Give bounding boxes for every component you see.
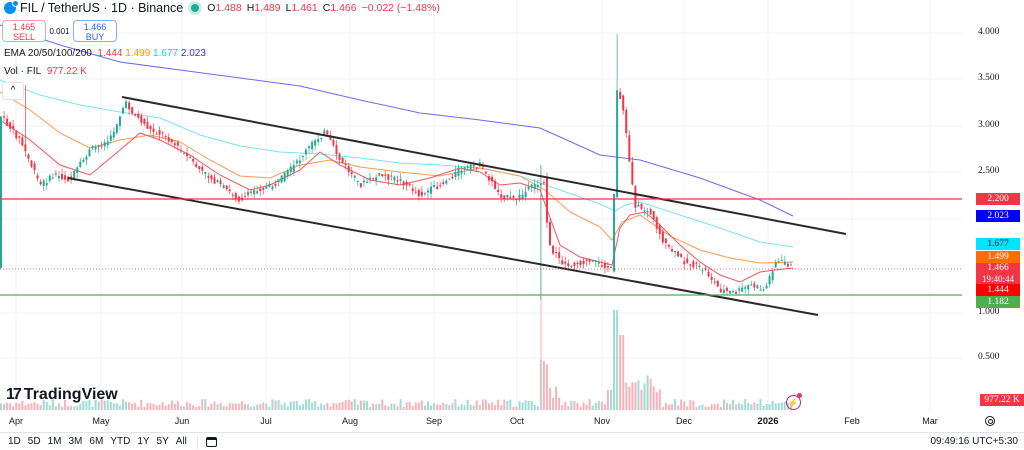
- price-chart[interactable]: [0, 0, 962, 412]
- range-button-1d[interactable]: 1D: [8, 436, 21, 447]
- price-tick: 3.500: [978, 73, 1000, 83]
- ohlc-change: −0.022 (−1.48%): [361, 2, 440, 14]
- range-button-1m[interactable]: 1M: [47, 436, 62, 447]
- time-label: 2026: [757, 416, 779, 427]
- time-label: Oct: [509, 416, 525, 426]
- chart-header: FIL / TetherUS · 1D · Binance O1.488 H1.…: [4, 0, 445, 16]
- candlesticks: [0, 34, 792, 300]
- price-label-ema20: 1.444: [976, 284, 1020, 296]
- toolbar-divider: [196, 434, 198, 449]
- tradingview-logo: 17 TradingView: [6, 386, 118, 403]
- range-button-1y[interactable]: 1Y: [137, 436, 150, 447]
- price-label-ema100: 1.677: [976, 238, 1020, 250]
- price-tick: 3.000: [978, 120, 1000, 130]
- ema-legend[interactable]: EMA 20/50/100/200 1.444 1.499 1.677 2.02…: [4, 48, 206, 59]
- ema200-value: 2.023: [180, 48, 206, 59]
- channel-lower-line: [67, 177, 819, 316]
- price-tick: 1.000: [978, 307, 1000, 317]
- time-label: Aug: [341, 416, 359, 426]
- ema200-line: [0, 24, 794, 217]
- ohlc-open: O1.488: [207, 2, 242, 14]
- ema100-value: 1.677: [153, 48, 179, 59]
- range-button-5d[interactable]: 5D: [27, 436, 41, 447]
- symbol-title[interactable]: FIL / TetherUS · 1D · Binance: [20, 1, 184, 15]
- range-button-6m[interactable]: 6M: [89, 436, 104, 447]
- price-label-ema200: 2.023: [976, 210, 1020, 222]
- buy-button[interactable]: 1.466 BUY: [73, 20, 117, 42]
- price-tick: 2.500: [978, 166, 1000, 176]
- bottom-toolbar: 1D 5D 1M 3M 6M YTD 1Y 5Y All 09:49:16 UTC+5:30: [0, 432, 1024, 450]
- ema50-value: 1.499: [125, 48, 151, 59]
- range-button-5y[interactable]: 5Y: [156, 436, 169, 447]
- price-label-volume: 977.22 K: [980, 394, 1024, 406]
- price-label-support-1182: 1.182: [976, 296, 1020, 308]
- trade-buttons: 1.465 SELL 0.001 1.466 BUY: [2, 20, 117, 42]
- time-label: Mar: [922, 416, 938, 426]
- filecoin-logo-icon: [4, 0, 19, 14]
- clock[interactable]: 09:49:16 UTC+5:30: [930, 436, 1018, 447]
- time-label: Jul: [260, 416, 272, 426]
- ohlc-close: C1.466: [322, 2, 357, 14]
- date-range-calendar-icon[interactable]: [205, 436, 217, 447]
- time-label: Sep: [425, 416, 443, 426]
- ema20-value: 1.444: [97, 48, 123, 59]
- ema100-line: [0, 79, 794, 248]
- market-open-icon: [191, 4, 200, 12]
- notification-dot: [797, 393, 802, 398]
- tradingview-mark-icon: 17: [6, 386, 22, 403]
- chevron-up-icon: ^: [10, 85, 16, 96]
- volume-legend[interactable]: Vol · FIL 977.22 K: [4, 66, 87, 77]
- spread-value: 0.001: [49, 26, 70, 36]
- price-label-resistance-2200: 2.200: [976, 193, 1020, 205]
- price-tick: 0.500: [978, 352, 1000, 362]
- range-button-all[interactable]: All: [175, 436, 187, 447]
- time-label: Nov: [593, 416, 611, 426]
- collapse-legend-button[interactable]: ^: [2, 82, 24, 100]
- time-label: Jun: [174, 416, 190, 426]
- grid: [0, 0, 962, 412]
- range-button-ytd[interactable]: YTD: [110, 436, 131, 447]
- price-tick: 4.000: [978, 27, 1000, 37]
- sell-button[interactable]: 1.465 SELL: [2, 20, 46, 42]
- price-scale[interactable]: 4.000 3.500 3.000 2.500 1.000 0.500 2.200 2.023…: [962, 0, 1024, 412]
- time-scale[interactable]: Apr May Jun Jul Aug Sep Oct Nov Dec 2026 Feb Mar: [0, 412, 962, 432]
- lightning-icon[interactable]: ⚡: [786, 395, 801, 410]
- ohlc-low: L1.461: [285, 2, 318, 14]
- volume-value: 977.22 K: [46, 66, 87, 77]
- price-label-last-price: 1.466 19:40:44: [976, 263, 1020, 285]
- range-button-3m[interactable]: 3M: [68, 436, 83, 447]
- time-label: Apr: [8, 416, 24, 426]
- settings-gear-icon[interactable]: [985, 416, 995, 426]
- ohlc-high: H1.489: [246, 2, 281, 14]
- time-label: Feb: [844, 416, 860, 426]
- channel-upper-line: [121, 96, 847, 235]
- time-label: May: [92, 416, 110, 426]
- time-label: Dec: [675, 416, 693, 426]
- price-label-ema50: 1.499: [976, 251, 1020, 263]
- volume-bars: [0, 165, 792, 410]
